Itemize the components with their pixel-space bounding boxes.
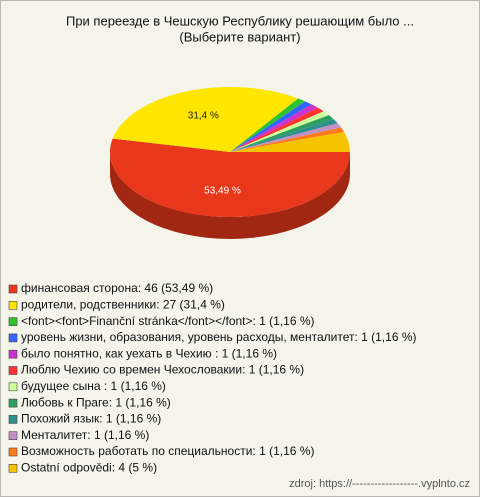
value-label: 31,4 % xyxy=(188,110,219,121)
legend-label: родители, родственники: 27 (31,4 %) xyxy=(21,297,225,311)
chart-subtitle: (Выберите вариант) xyxy=(179,29,300,44)
legend-label: Возможность работать по специальности: 1… xyxy=(21,444,314,458)
value-label: 53,49 % xyxy=(204,185,241,196)
legend-swatch xyxy=(8,463,18,473)
legend-swatch xyxy=(8,431,18,441)
legend-label: Менталитет: 1 (1,16 %) xyxy=(21,428,149,442)
legend-swatch xyxy=(8,349,18,359)
slice xyxy=(230,115,334,152)
legend-label: Любовь к Праге: 1 (1,16 %) xyxy=(21,395,171,409)
slice xyxy=(230,104,318,152)
source: zdroj: https://------------------.vyplnt… xyxy=(289,478,470,490)
legend-swatch xyxy=(8,317,18,326)
legend-label: Люблю Чехию со времен Чехословакии: 1 (1… xyxy=(21,363,304,377)
legend-label: финансовая сторона: 46 (53,49 %) xyxy=(21,281,213,295)
legend-label: будущее сына : 1 (1,16 %) xyxy=(21,379,166,393)
legend-swatch xyxy=(8,398,18,408)
legend-swatch xyxy=(8,333,18,343)
slice xyxy=(112,86,299,152)
legend-label: Похожий язык: 1 (1,16 %) xyxy=(21,412,161,426)
slice-side xyxy=(110,152,350,239)
legend-swatch xyxy=(8,447,18,457)
slice xyxy=(230,123,342,152)
legend-swatch xyxy=(8,366,18,375)
slice xyxy=(230,119,338,152)
legend-label: уровень жизни, образования, уровень расх… xyxy=(21,330,417,344)
slice xyxy=(230,131,350,152)
slice xyxy=(110,138,350,217)
legend-swatch xyxy=(8,415,18,424)
chart-title: При переезде в Чешскую Республику решающ… xyxy=(66,13,414,28)
legend-label: <font><font>Finanční stránka</font></fon… xyxy=(21,314,315,328)
legend-swatch xyxy=(8,382,18,392)
slice xyxy=(230,111,329,152)
legend-label: было понятно, как уехать в Чехию : 1 (1,… xyxy=(21,346,277,360)
slice xyxy=(230,107,324,152)
legend-swatch xyxy=(8,284,18,294)
slice xyxy=(230,98,306,152)
slice xyxy=(230,127,345,152)
legend-swatch xyxy=(8,300,18,310)
legend-label: Ostatní odpovědi: 4 (5 %) xyxy=(21,460,157,474)
slice xyxy=(230,101,312,152)
